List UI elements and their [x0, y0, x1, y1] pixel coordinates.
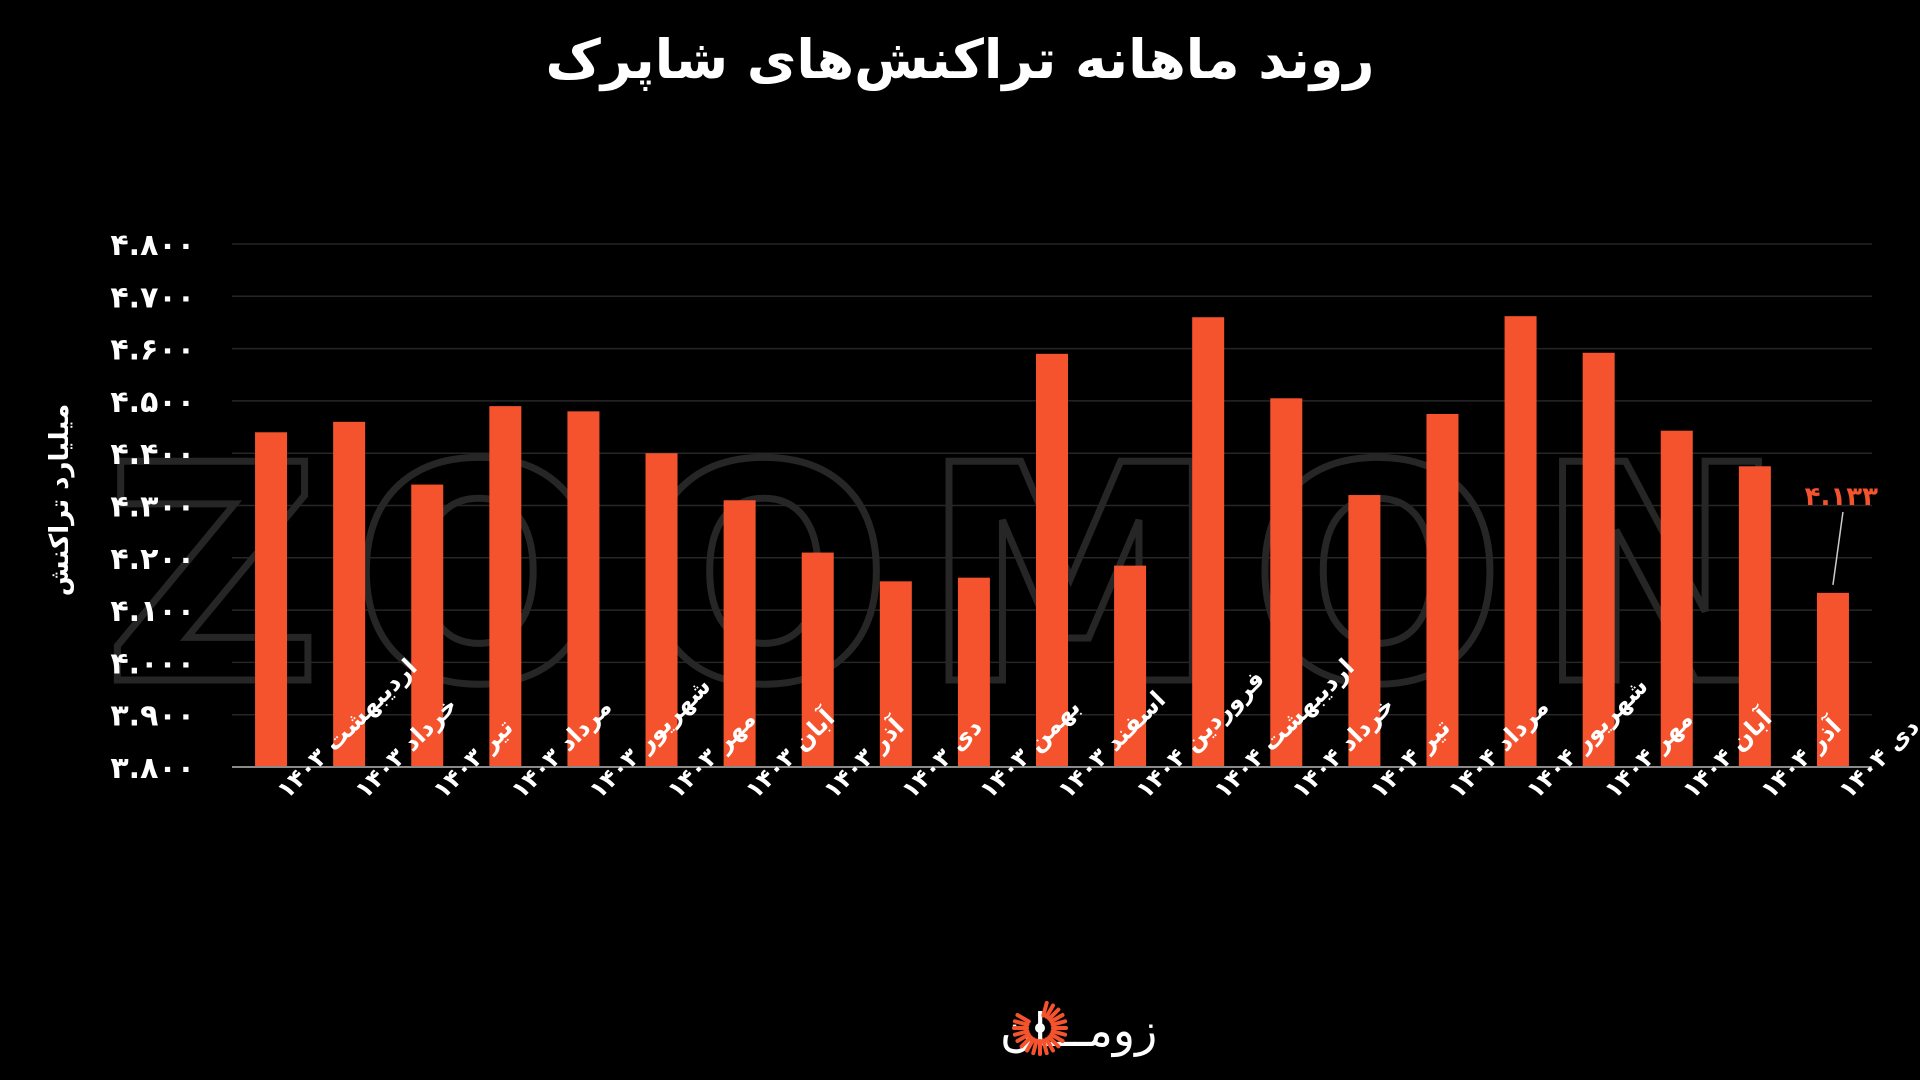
- bar: [411, 484, 444, 767]
- bar: [1270, 398, 1303, 767]
- bar: [1192, 317, 1225, 767]
- y-tick-label: ۴.۵۰۰: [110, 385, 195, 420]
- y-tick-labels: ۴.۸۰۰ ۴.۷۰۰ ۴.۶۰۰ ۴.۵۰۰ ۴.۴۰۰ ۴.۳۰۰ ۴.۲۰۰ ۴.۱۰۰…: [110, 228, 195, 786]
- logo-ray: [1015, 1032, 1031, 1043]
- y-axis-title: میلیارد تراکنش: [45, 404, 75, 596]
- bar: [567, 411, 600, 767]
- y-tick-label: ۳.۸۰۰: [110, 751, 195, 786]
- bar: [1036, 353, 1068, 767]
- sunburst-logo-icon: [1012, 1000, 1068, 1056]
- bar: [333, 421, 366, 767]
- bar: [1426, 413, 1459, 767]
- logo-ray: [1031, 1038, 1039, 1056]
- bar: [489, 406, 522, 767]
- bar: [879, 581, 912, 767]
- logo-center-dot: [1035, 1023, 1045, 1033]
- bars: [255, 316, 1849, 767]
- logo-ray: [1050, 1019, 1068, 1027]
- logo-ray: [1019, 1035, 1033, 1049]
- bar: [645, 453, 678, 767]
- logo-ray: [1041, 1038, 1049, 1056]
- logo-ray: [1012, 1019, 1030, 1027]
- y-tick-label: ۴.۷۰۰: [110, 280, 195, 315]
- logo-ray: [1047, 1007, 1061, 1021]
- logo-ray: [1025, 1037, 1036, 1053]
- data-label: ۴.۱۳۳: [1805, 482, 1878, 512]
- bar: [801, 552, 834, 767]
- annotations: ۴.۱۳۳: [1805, 482, 1878, 585]
- bar: [1114, 565, 1147, 767]
- logo-ray: [1044, 1003, 1055, 1019]
- bar: [1582, 352, 1615, 767]
- bar: [1816, 592, 1849, 767]
- bar: [1504, 316, 1537, 767]
- chart-title: روند ماهانه تراکنش‌های شاپرک: [546, 28, 1375, 91]
- logo-ray: [1050, 1029, 1068, 1037]
- logo-ray: [1012, 1029, 1030, 1037]
- brand-logo: زومـــان: [1000, 1000, 1157, 1058]
- logo-ray: [1047, 1035, 1061, 1049]
- y-tick-label: ۳.۹۰۰: [110, 699, 195, 734]
- y-tick-label: ۴.۱۰۰: [110, 594, 195, 629]
- bar: [1348, 495, 1381, 767]
- bar: [957, 577, 990, 767]
- bar: [1738, 466, 1771, 767]
- y-tick-label: ۴.۸۰۰: [110, 228, 195, 263]
- y-tick-label: ۴.۶۰۰: [110, 333, 195, 368]
- bar: [723, 500, 756, 767]
- y-tick-label: ۴.۲۰۰: [110, 542, 195, 577]
- logo-ray: [1044, 1037, 1055, 1053]
- y-tick-label: ۴.۴۰۰: [110, 437, 195, 472]
- bar: [1660, 430, 1693, 767]
- bar: [255, 432, 288, 767]
- annotation-leader-line: [1832, 511, 1844, 585]
- y-tick-label: ۴.۰۰۰: [110, 646, 195, 681]
- logo-ray: [1049, 1013, 1065, 1024]
- y-tick-label: ۴.۳۰۰: [110, 490, 195, 525]
- logo-ray: [1015, 1013, 1031, 1024]
- logo-ray: [1049, 1032, 1065, 1043]
- logo-ray: [1041, 1000, 1049, 1018]
